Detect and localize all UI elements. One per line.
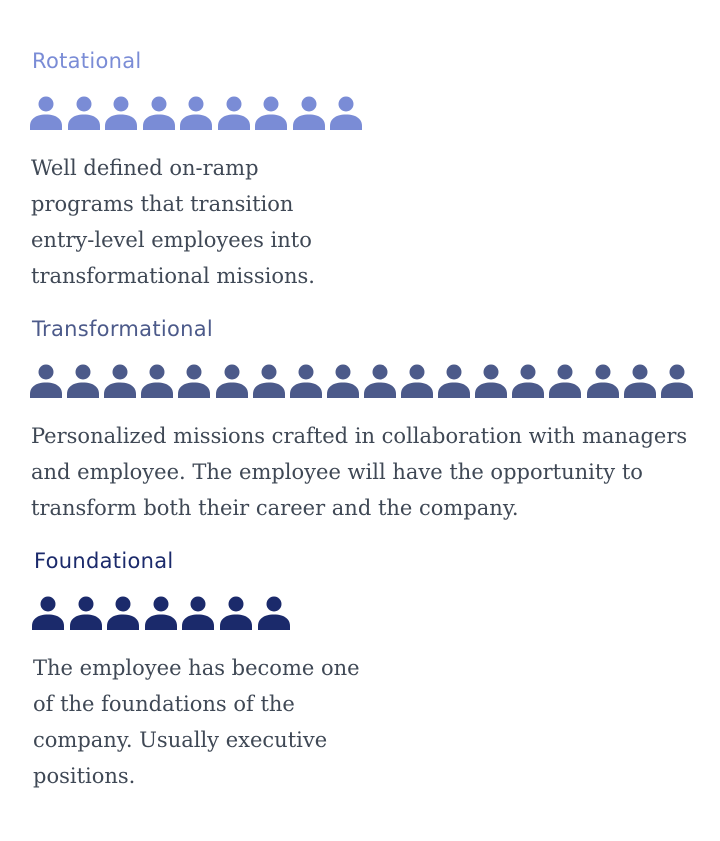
person-icon: [363, 364, 397, 398]
person-icon: [660, 364, 694, 398]
person-icon: [181, 596, 215, 630]
person-icon: [67, 96, 101, 130]
person-icon: [144, 596, 178, 630]
person-icon: [548, 364, 582, 398]
person-icon: [437, 364, 471, 398]
person-icon: [106, 596, 140, 630]
person-icon: [217, 96, 251, 130]
person-icon: [326, 364, 360, 398]
person-icon: [66, 364, 100, 398]
person-icon: [140, 364, 174, 398]
people-row-rotational: [0, 96, 720, 130]
person-icon: [254, 96, 288, 130]
person-icon: [103, 364, 137, 398]
section-title-transformational: Transformational: [32, 317, 214, 341]
person-icon: [586, 364, 620, 398]
section-title-rotational: Rotational: [32, 49, 142, 73]
person-icon: [104, 96, 138, 130]
person-icon: [177, 364, 211, 398]
person-icon: [219, 596, 253, 630]
section-description-rotational: Well defined on-ramp programs that trans…: [31, 156, 315, 288]
people-row-foundational: [0, 596, 720, 630]
person-icon: [215, 364, 249, 398]
person-icon: [31, 596, 65, 630]
person-icon: [142, 96, 176, 130]
person-icon: [29, 96, 63, 130]
person-icon: [69, 596, 103, 630]
person-icon: [179, 96, 213, 130]
person-icon: [329, 96, 363, 130]
person-icon: [29, 364, 63, 398]
section-description-foundational: The employee has become one of the found…: [33, 656, 360, 788]
person-icon: [292, 96, 326, 130]
person-icon: [257, 596, 291, 630]
person-icon: [252, 364, 286, 398]
section-title-foundational: Foundational: [34, 549, 174, 573]
person-icon: [474, 364, 508, 398]
person-icon: [623, 364, 657, 398]
person-icon: [511, 364, 545, 398]
person-icon: [289, 364, 323, 398]
person-icon: [400, 364, 434, 398]
section-description-transformational: Personalized missions crafted in collabo…: [31, 424, 688, 520]
people-row-transformational: [0, 364, 720, 398]
